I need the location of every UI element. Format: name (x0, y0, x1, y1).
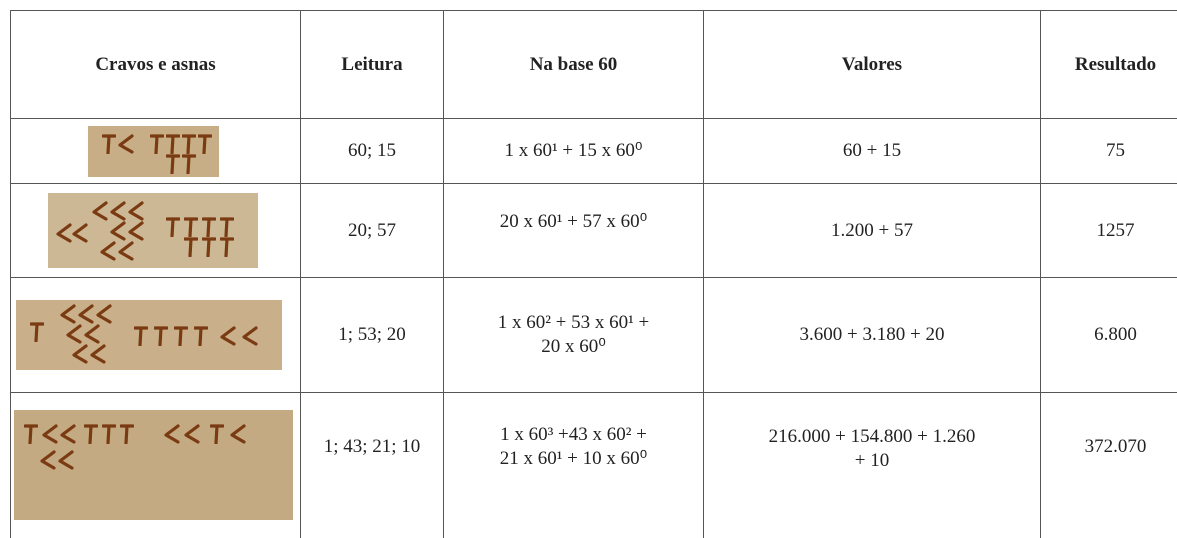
header-cell: Resultado (1040, 10, 1177, 119)
header-cell: Valores (703, 10, 1041, 119)
image-cell (10, 118, 301, 184)
reading-cell: 20; 57 (300, 183, 444, 278)
cuneiform-image (16, 300, 282, 370)
base60-cell: 1 x 60³ +43 x 60² + 21 x 60¹ + 10 x 60⁰ (443, 392, 704, 538)
reading-cell: 60; 15 (300, 118, 444, 184)
image-cell (10, 277, 301, 393)
header-row: Cravos e asnas Leitura Na base 60 Valore… (10, 10, 1177, 119)
formula-line: 1 x 60² + 53 x 60¹ + (497, 312, 650, 333)
row: 20; 57 20 x 60¹ + 57 x 60⁰ 1.200 + 57 12… (10, 183, 1177, 278)
table: Cravos e asnas Leitura Na base 60 Valore… (10, 10, 1177, 538)
formula-line: 20 x 60⁰ (541, 336, 606, 357)
result-cell: 6.800 (1040, 277, 1177, 393)
row: 1; 43; 21; 10 1 x 60³ +43 x 60² + 21 x 60… (10, 392, 1177, 538)
image-cell (10, 392, 301, 538)
result-cell: 75 (1040, 118, 1177, 184)
values-line: + 10 (854, 450, 890, 471)
values-cell: 3.600 + 3.180 + 20 (703, 277, 1041, 393)
formula-line: 1 x 60¹ + 15 x 60⁰ (504, 140, 643, 161)
base60-cell: 1 x 60² + 53 x 60¹ + 20 x 60⁰ (443, 277, 704, 393)
cuneiform-image (88, 125, 219, 177)
header-cell: Na base 60 (443, 10, 704, 119)
formula-line: 21 x 60¹ + 10 x 60⁰ (499, 448, 648, 469)
base60-cell: 1 x 60¹ + 15 x 60⁰ (443, 118, 704, 184)
header-cell: Leitura (300, 10, 444, 119)
values-line: 3.600 + 3.180 + 20 (799, 324, 945, 345)
formula-line: 20 x 60¹ + 57 x 60⁰ (499, 211, 648, 232)
values-line: 60 + 15 (842, 140, 902, 161)
values-cell: 216.000 + 154.800 + 1.260 + 10 (703, 392, 1041, 538)
reading-cell: 1; 53; 20 (300, 277, 444, 393)
header-cell: Cravos e asnas (10, 10, 301, 119)
cuneiform-image (48, 193, 258, 268)
result-cell: 372.070 (1040, 392, 1177, 538)
row: 60; 15 1 x 60¹ + 15 x 60⁰ 60 + 15 75 (10, 118, 1177, 184)
cuneiform-image (14, 410, 293, 520)
values-line: 216.000 + 154.800 + 1.260 (768, 426, 976, 447)
image-cell (10, 183, 301, 278)
formula-line: 1 x 60³ +43 x 60² + (500, 424, 647, 445)
reading-cell: 1; 43; 21; 10 (300, 392, 444, 538)
row: 1; 53; 20 1 x 60² + 53 x 60¹ + 20 x 60⁰ 3… (10, 277, 1177, 393)
result-cell: 1257 (1040, 183, 1177, 278)
base60-cell: 20 x 60¹ + 57 x 60⁰ (443, 183, 704, 278)
values-cell: 60 + 15 (703, 118, 1041, 184)
values-line: 1.200 + 57 (831, 219, 913, 241)
values-cell: 1.200 + 57 (703, 183, 1041, 278)
